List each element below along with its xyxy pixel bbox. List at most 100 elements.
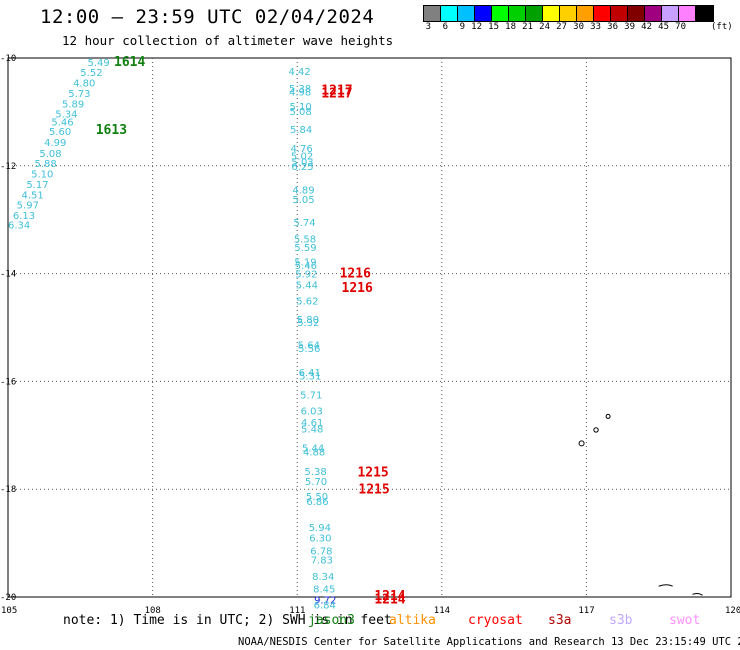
colorbar-tick-label: 70 xyxy=(675,22,686,32)
wave-height-label: 5.97 xyxy=(17,201,39,212)
colorbar-tick-label: 33 xyxy=(590,22,601,32)
wave-height-label: 6.13 xyxy=(13,211,35,222)
pass-time-label: 1215 xyxy=(357,465,388,480)
colorbar-swatch xyxy=(594,6,611,21)
colorbar-swatch xyxy=(509,6,526,21)
wave-height-label: 6.78 xyxy=(310,547,332,558)
satellite-legend-jason3: jason3 xyxy=(308,613,355,628)
wave-height-label: 5.46 xyxy=(51,118,73,129)
island-outline xyxy=(578,440,585,447)
colorbar xyxy=(423,5,714,22)
wave-height-label: 6.34 xyxy=(8,221,30,232)
wave-height-label: 4.51 xyxy=(21,190,43,201)
island-outline xyxy=(605,413,611,419)
credit-line: NOAA/NESDIS Center for Satellite Applica… xyxy=(238,636,740,648)
wave-height-label: 5.05 xyxy=(292,195,314,206)
colorbar-swatch xyxy=(645,6,662,21)
wave-height-label: 9.72 xyxy=(314,596,336,607)
wave-height-label: 4.61 xyxy=(301,418,323,429)
wave-height-label: 5.38 xyxy=(304,467,326,478)
wave-height-label: 4.98 xyxy=(289,87,311,98)
wave-height-label: 5.44 xyxy=(296,280,318,291)
wave-height-label: 5.88 xyxy=(35,159,57,170)
satellite-legend-s3a: s3a xyxy=(548,613,572,628)
wave-height-label: 4.88 xyxy=(303,447,325,458)
colorbar-tick-label: 36 xyxy=(607,22,618,32)
y-tick-label: -10 xyxy=(0,54,16,64)
colorbar-tick-label: 18 xyxy=(505,22,516,32)
colorbar-swatch xyxy=(679,6,696,21)
wave-height-label: 5.17 xyxy=(26,180,48,191)
wave-height-label: 5.64 xyxy=(298,341,320,352)
x-tick-label: 105 xyxy=(1,606,17,616)
colorbar-tick-label: 6 xyxy=(442,22,448,32)
wave-height-label: 5.56 xyxy=(298,344,320,355)
wave-height-label: 5.34 xyxy=(55,110,77,121)
pass-time-label: 1613 xyxy=(96,123,127,138)
colorbar-swatch xyxy=(458,6,475,21)
wave-height-label: 6.25 xyxy=(291,162,313,173)
colorbar-swatch xyxy=(526,6,543,21)
satellite-legend-s3b: s3b xyxy=(609,613,633,628)
wave-height-label: 5.38 xyxy=(289,84,311,95)
wave-height-label: 5.59 xyxy=(294,243,316,254)
satellite-legend-altika: altika xyxy=(389,613,436,628)
wave-height-label: 5.73 xyxy=(68,89,90,100)
pass-time-label: 1217 xyxy=(321,87,352,102)
wave-height-label: 5.92 xyxy=(295,270,317,281)
wave-height-label: 5.19 xyxy=(294,258,316,269)
colorbar-swatch xyxy=(424,6,441,21)
pass-time-label: 1614 xyxy=(114,55,145,70)
x-tick-label: 120 xyxy=(725,606,740,616)
wave-height-label: 5.10 xyxy=(289,102,311,113)
wave-height-label: 5.80 xyxy=(297,315,319,326)
wave-height-label: 8.34 xyxy=(312,572,334,583)
colorbar-swatch xyxy=(628,6,645,21)
wave-height-label: 5.48 xyxy=(301,424,323,435)
y-tick-label: -18 xyxy=(0,485,16,495)
y-tick-label: -16 xyxy=(0,377,16,387)
wave-height-label: 6.03 xyxy=(301,407,323,418)
wave-height-label: 7.83 xyxy=(311,555,333,566)
wave-height-label: 6.86 xyxy=(306,497,328,508)
wave-height-label: 5.08 xyxy=(289,107,311,118)
wave-height-label: 8.45 xyxy=(313,584,335,595)
y-tick-label: -20 xyxy=(0,593,16,603)
wave-height-label: 5.74 xyxy=(293,218,315,229)
wave-height-label: 6.41 xyxy=(299,368,321,379)
colorbar-swatch xyxy=(577,6,594,21)
wave-height-label: 4.99 xyxy=(44,138,66,149)
colorbar-swatch xyxy=(662,6,679,21)
wave-height-label: 5.62 xyxy=(296,297,318,308)
wave-height-label: 4.80 xyxy=(73,78,95,89)
wave-height-label: 5.71 xyxy=(300,390,322,401)
wave-height-label: 5.08 xyxy=(39,149,61,160)
wave-height-label: 5.58 xyxy=(294,235,316,246)
wave-height-label: 4.76 xyxy=(290,144,312,155)
wave-height-label: 5.89 xyxy=(62,99,84,110)
wave-height-label: 5.94 xyxy=(309,523,331,534)
colorbar-tick-label: 45 xyxy=(658,22,669,32)
pass-time-label: 1215 xyxy=(358,483,389,498)
wave-height-label: 4.89 xyxy=(292,186,314,197)
wave-height-label: 5.84 xyxy=(290,125,312,136)
x-tick-label: 117 xyxy=(578,606,594,616)
pass-time-label: 1216 xyxy=(342,281,373,296)
coastline xyxy=(658,584,703,596)
colorbar-swatch xyxy=(475,6,492,21)
y-tick-label: -12 xyxy=(0,162,16,172)
wave-height-label: 5.44 xyxy=(302,444,324,455)
wave-height-label: 5.32 xyxy=(297,318,319,329)
wave-height-label: 5.46 xyxy=(295,261,317,272)
colorbar-tick-label: 39 xyxy=(624,22,635,32)
x-tick-label: 108 xyxy=(145,606,161,616)
wave-height-label: 5.52 xyxy=(80,68,102,79)
colorbar-tick-label: 24 xyxy=(539,22,550,32)
colorbar-swatch xyxy=(543,6,560,21)
page-subtitle: 12 hour collection of altimeter wave hei… xyxy=(62,33,394,48)
colorbar-swatch xyxy=(492,6,509,21)
wave-height-label: 6.84 xyxy=(314,601,336,612)
wave-height-label: 6.30 xyxy=(309,534,331,545)
colorbar-tick-label: 21 xyxy=(522,22,533,32)
